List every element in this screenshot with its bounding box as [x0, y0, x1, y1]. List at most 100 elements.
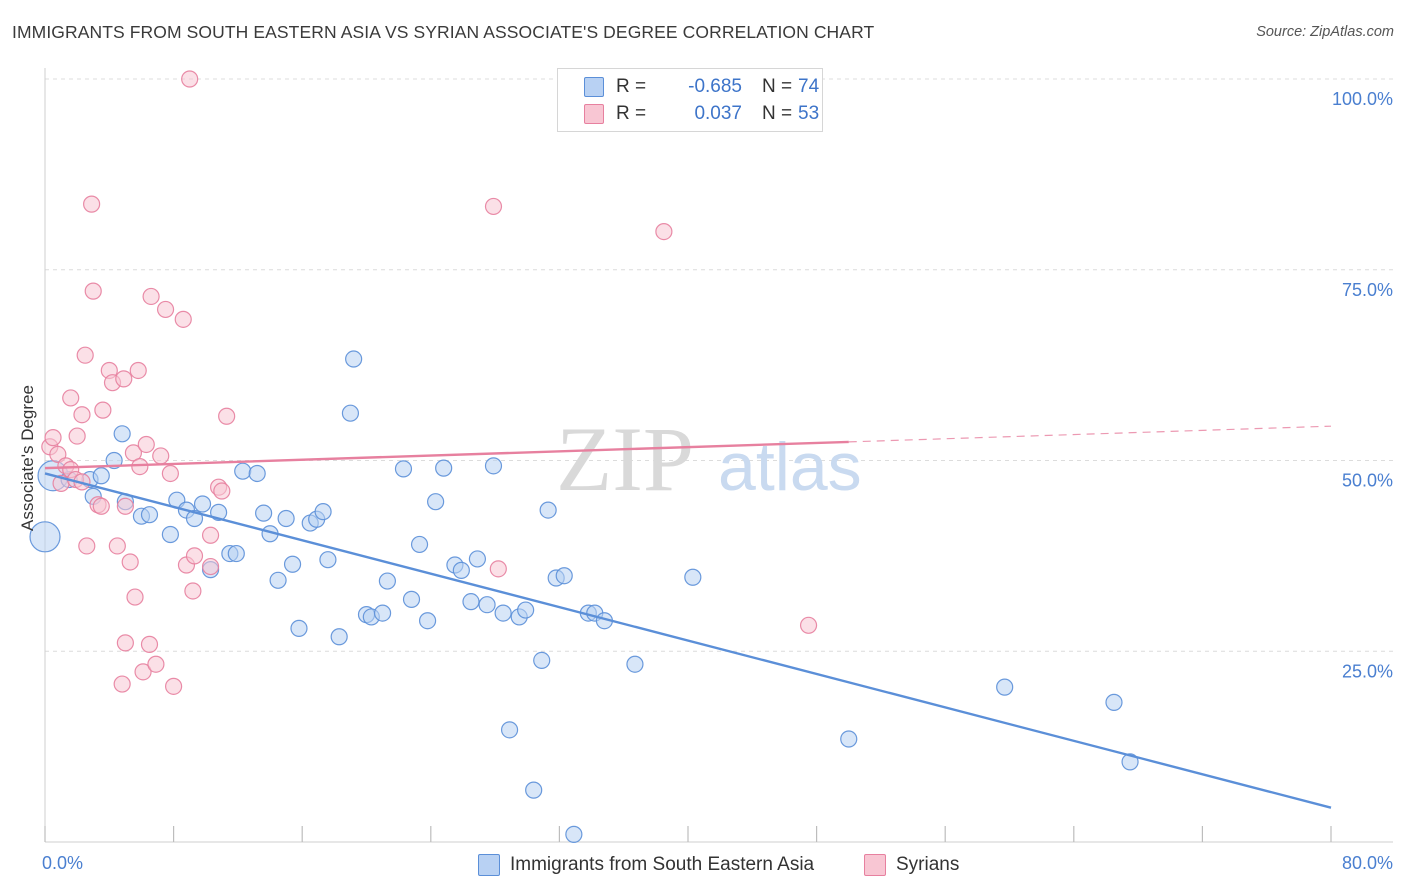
- data-point-sea: [996, 678, 1014, 696]
- correlation-legend: R = -0.685 N = 74 R = 0.037 N = 53: [557, 68, 823, 132]
- y-axis-label: Associate's Degree: [18, 385, 37, 531]
- series-swatch-blue: [478, 854, 500, 876]
- watermark-zip: ZIP: [556, 408, 694, 510]
- data-point-sea: [478, 596, 496, 614]
- data-point-syrian: [213, 482, 231, 500]
- data-point-sea: [517, 601, 535, 619]
- data-point-sea: [255, 504, 273, 522]
- data-point-sea: [248, 464, 266, 483]
- x-tick-label-right: 80.0%: [1342, 853, 1393, 873]
- data-point-sea: [410, 535, 429, 554]
- data-point-syrian: [126, 588, 144, 606]
- data-point-syrian: [76, 346, 94, 364]
- data-point-sea: [494, 604, 512, 622]
- data-point-sea: [277, 509, 295, 528]
- data-point-syrian: [116, 634, 134, 652]
- data-point-syrian: [78, 537, 96, 555]
- y-tick-label: 50.0%: [1342, 471, 1393, 491]
- data-point-sea: [92, 467, 110, 485]
- data-point-sea: [418, 612, 437, 630]
- data-point-syrian: [115, 370, 133, 388]
- data-point-sea: [468, 550, 487, 568]
- data-point-syrian: [108, 537, 126, 555]
- legend-swatch-pink: [584, 104, 604, 124]
- x-tick-label-left: 0.0%: [42, 853, 83, 873]
- data-point-sea: [452, 561, 470, 579]
- data-point-syrian: [121, 553, 139, 571]
- data-point-syrian: [44, 429, 62, 447]
- data-point-sea: [1105, 693, 1123, 711]
- data-point-syrian: [68, 427, 86, 445]
- trend-line-syrian-dashed: [848, 425, 1332, 443]
- legend-r-value: 0.037: [694, 103, 742, 124]
- data-point-sea: [555, 567, 573, 585]
- data-point-syrian: [62, 389, 80, 407]
- data-point-syrian: [140, 635, 159, 653]
- y-tick-label: 25.0%: [1342, 661, 1393, 681]
- legend-n-label: N =: [762, 103, 793, 124]
- data-point-syrian: [131, 458, 149, 476]
- series-legend-label: Immigrants from South Eastern Asia: [510, 854, 815, 875]
- legend-r-label: R =: [616, 76, 647, 97]
- data-point-syrian: [129, 361, 147, 380]
- data-point-syrian: [94, 401, 112, 419]
- data-point-sea: [314, 503, 332, 521]
- data-point-syrian: [147, 655, 165, 673]
- data-point-sea: [539, 501, 557, 519]
- chart-title: IMMIGRANTS FROM SOUTH EASTERN ASIA VS SY…: [12, 22, 875, 42]
- series-legend-label: Syrians: [896, 854, 960, 875]
- data-point-syrian: [201, 526, 220, 544]
- data-point-syrian: [152, 447, 170, 465]
- data-point-syrian: [201, 557, 220, 576]
- trend-line-sea: [44, 472, 1332, 809]
- data-point-syrian: [124, 444, 143, 462]
- legend-r-label: R =: [616, 103, 647, 124]
- legend-n-label: N =: [762, 76, 793, 97]
- data-point-sea: [345, 350, 363, 368]
- data-point-sea: [161, 525, 179, 544]
- data-point-sea: [373, 604, 392, 622]
- data-point-syrian: [799, 616, 818, 634]
- data-point-sea: [484, 457, 503, 475]
- data-point-sea: [29, 521, 61, 553]
- data-point-syrian: [181, 70, 199, 88]
- data-point-sea: [234, 462, 252, 480]
- series-swatch-pink: [864, 854, 886, 876]
- data-point-syrian: [655, 223, 673, 241]
- data-point-sea: [626, 655, 644, 673]
- source-credit: Source: ZipAtlas.com: [1256, 24, 1394, 40]
- data-point-syrian: [142, 287, 160, 306]
- data-point-syrian: [83, 195, 101, 213]
- data-point-syrian: [174, 310, 192, 328]
- data-point-sea: [330, 628, 348, 646]
- data-point-sea: [290, 619, 308, 637]
- data-point-sea: [283, 555, 302, 573]
- y-tick-label: 75.0%: [1342, 280, 1393, 300]
- watermark-atlas: atlas: [718, 429, 862, 505]
- data-point-sea: [533, 651, 551, 670]
- data-point-syrian: [84, 282, 102, 300]
- grid-lines: [45, 78, 1393, 652]
- data-point-sea: [435, 459, 453, 477]
- data-point-sea: [394, 460, 413, 478]
- data-point-sea: [378, 572, 396, 590]
- data-point-sea: [269, 571, 287, 589]
- data-point-sea: [427, 493, 445, 511]
- legend-swatch-blue: [584, 77, 604, 97]
- data-point-sea: [565, 825, 583, 843]
- data-point-syrian: [92, 497, 110, 515]
- data-point-sea: [684, 568, 702, 586]
- axes: [44, 68, 1393, 843]
- data-point-sea: [140, 506, 159, 524]
- data-point-sea: [402, 590, 421, 608]
- data-point-sea: [840, 730, 858, 748]
- data-point-syrian: [156, 300, 175, 319]
- data-point-sea: [462, 593, 480, 611]
- data-point-sea: [319, 551, 337, 569]
- data-point-sea: [341, 404, 360, 422]
- legend-r-value: -0.685: [688, 76, 742, 97]
- data-point-syrian: [161, 464, 179, 483]
- y-tick-label: 100.0%: [1332, 89, 1393, 109]
- data-point-sea: [500, 721, 519, 739]
